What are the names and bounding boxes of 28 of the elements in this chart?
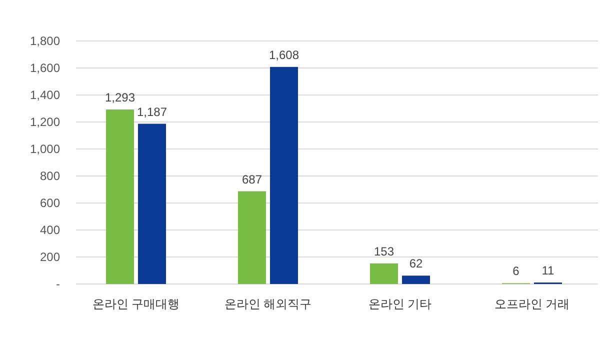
y-tick-label: 1,800: [30, 34, 60, 48]
x-tick-label: 온라인 구매대행: [92, 297, 180, 311]
bar: [402, 276, 430, 284]
y-tick-label: -: [56, 277, 60, 291]
bar: [270, 66, 298, 284]
x-tick-label: 오프라인 거래: [494, 297, 570, 311]
bar: [106, 109, 134, 284]
y-tick-label: 600: [40, 196, 60, 210]
data-label: 62: [409, 256, 423, 271]
y-tick-label: 1,200: [30, 115, 60, 129]
data-label: 687: [242, 172, 262, 186]
x-tick-label: 온라인 해외직구: [224, 297, 312, 311]
data-label: 153: [374, 244, 394, 258]
bar: [238, 191, 266, 284]
y-tick-label: 400: [40, 223, 60, 237]
data-label: 1,293: [104, 90, 136, 104]
y-tick-label: 1,000: [30, 142, 60, 156]
x-tick-label: 온라인 기타: [368, 297, 432, 311]
y-tick-label: 1,400: [30, 88, 60, 102]
y-tick-label: 200: [40, 250, 60, 264]
data-label: 1,608: [268, 48, 300, 62]
bar: [138, 124, 166, 284]
data-label: 11: [542, 264, 555, 278]
y-tick-label: 800: [40, 169, 60, 183]
bar: [370, 263, 398, 284]
data-label: 1,187: [136, 104, 168, 119]
data-label: 6: [512, 264, 520, 278]
y-tick-label: 1,600: [30, 61, 60, 75]
